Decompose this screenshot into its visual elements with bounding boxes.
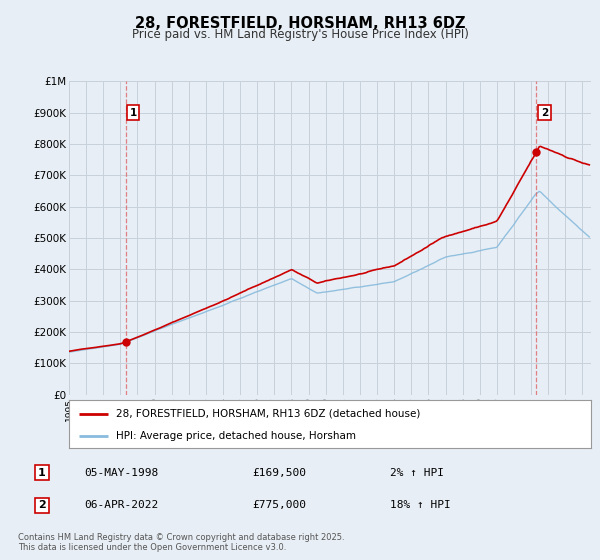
Text: £775,000: £775,000 (252, 501, 306, 510)
Text: 2: 2 (541, 108, 548, 118)
Text: Price paid vs. HM Land Registry's House Price Index (HPI): Price paid vs. HM Land Registry's House … (131, 28, 469, 41)
Text: 1: 1 (130, 108, 137, 118)
Text: Contains HM Land Registry data © Crown copyright and database right 2025.
This d: Contains HM Land Registry data © Crown c… (18, 533, 344, 552)
Text: 28, FORESTFIELD, HORSHAM, RH13 6DZ (detached house): 28, FORESTFIELD, HORSHAM, RH13 6DZ (deta… (116, 409, 421, 419)
Text: HPI: Average price, detached house, Horsham: HPI: Average price, detached house, Hors… (116, 431, 356, 441)
Text: 2: 2 (38, 501, 46, 510)
Text: 1: 1 (38, 468, 46, 478)
Text: 2% ↑ HPI: 2% ↑ HPI (390, 468, 444, 478)
Text: £169,500: £169,500 (252, 468, 306, 478)
Text: 28, FORESTFIELD, HORSHAM, RH13 6DZ: 28, FORESTFIELD, HORSHAM, RH13 6DZ (135, 16, 465, 31)
Text: 05-MAY-1998: 05-MAY-1998 (84, 468, 158, 478)
Text: 06-APR-2022: 06-APR-2022 (84, 501, 158, 510)
Text: 18% ↑ HPI: 18% ↑ HPI (390, 501, 451, 510)
